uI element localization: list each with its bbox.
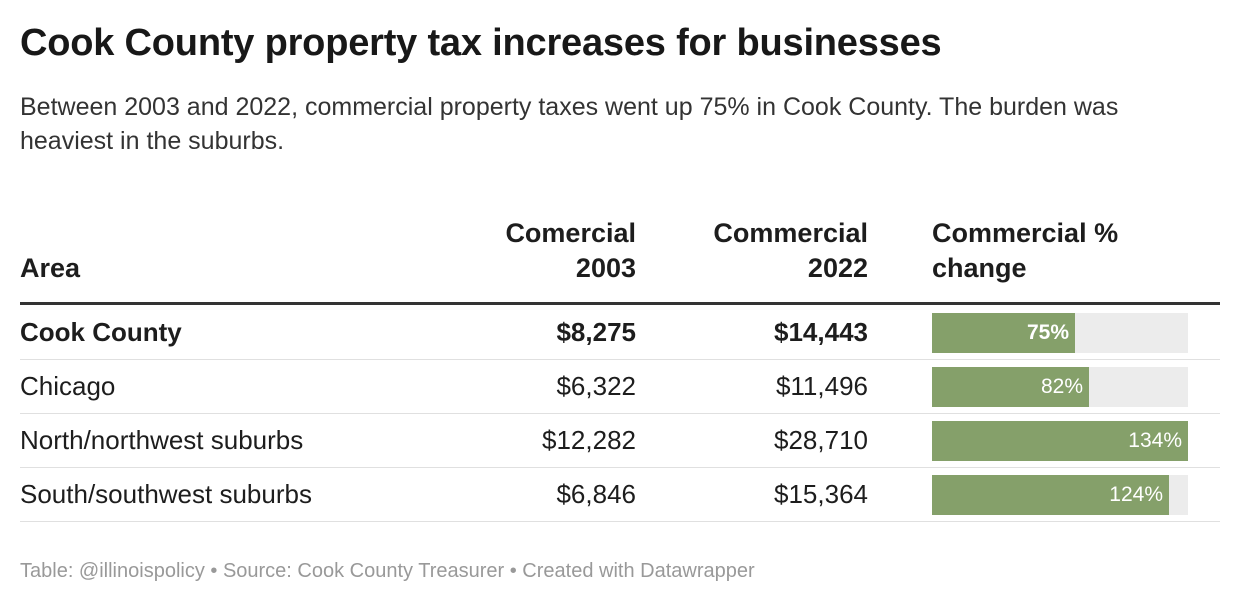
chart-footer: Table: @illinoispolicy • Source: Cook Co… [20,560,755,582]
cell-commercial-2022: $28,710 [774,425,868,455]
bar-fill: 82% [932,367,1089,407]
cell-commercial-2003: $6,322 [556,371,636,401]
cell-commercial-2022: $11,496 [775,371,868,401]
table-row: Chicago $6,322 $11,496 82% [20,359,1220,414]
cell-commercial-2003: $8,275 [556,317,636,347]
column-header-commercial-2022-line1: Commercial [713,218,868,248]
column-header-commercial-2003-line2: 2003 [575,253,636,283]
table-row: North/northwest suburbs $12,282 $28,710 134… [20,413,1220,468]
cell-commercial-2022: $15,364 [774,479,868,509]
chart-title: Cook County property tax increases for b… [20,22,942,64]
cell-commercial-2003: $6,846 [556,479,636,509]
bar-value-label: 124% [1109,483,1163,506]
bar-fill: 124% [932,475,1169,515]
column-header-area[interactable]: Area [20,251,80,286]
column-header-commercial-2022[interactable]: Commercial 2022 [668,216,868,286]
column-header-percent-change[interactable]: Commercial % change [932,216,1172,286]
column-header-commercial-2003[interactable]: Comercial 2003 [436,216,636,286]
cell-commercial-2022: $14,443 [774,317,868,347]
table-row: South/southwest suburbs $6,846 $15,364 124% [20,467,1220,522]
bar-value-label: 134% [1128,429,1182,452]
header-divider [20,302,1220,305]
chart-subtitle: Between 2003 and 2022, commercial proper… [20,93,1119,155]
column-header-percent-change-line2: change [932,253,1027,283]
table-header: Area Comercial 2003 Commercial 2022 Comm… [20,214,1220,302]
bar-fill: 134% [932,421,1188,461]
bar-fill: 75% [932,313,1075,353]
bar-track: 75% [932,313,1188,353]
column-header-commercial-2003-line1: Comercial [505,218,636,248]
cell-area: North/northwest suburbs [20,425,304,455]
column-header-area-label: Area [20,253,81,283]
cell-area: Chicago [20,371,116,401]
table-row: Cook County $8,275 $14,443 75% [20,305,1220,360]
cell-area: Cook County [20,317,182,347]
column-header-percent-change-line1: Commercial % [932,218,1119,248]
cell-area: South/southwest suburbs [20,479,312,509]
bar-track: 134% [932,421,1188,461]
bar-track: 124% [932,475,1188,515]
column-header-commercial-2022-line2: 2022 [807,253,868,283]
bar-track: 82% [932,367,1188,407]
cell-commercial-2003: $12,282 [542,425,636,455]
bar-value-label: 75% [1026,321,1069,344]
bar-value-label: 82% [1040,375,1083,398]
